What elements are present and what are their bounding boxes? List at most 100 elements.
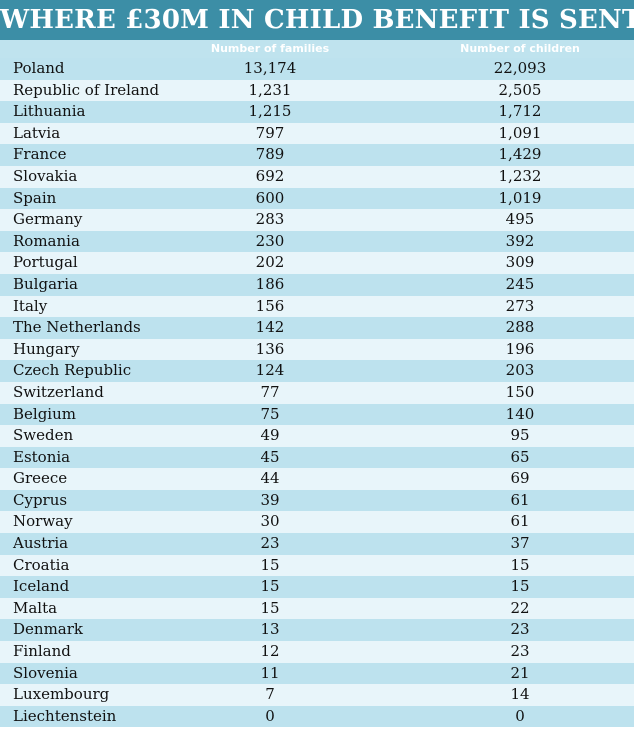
children-cell: 273 <box>505 296 535 315</box>
table-body: Poland 13,174 22,093 Republic of Ireland 1,2… <box>0 58 634 728</box>
children-cell: 140 <box>505 404 535 423</box>
table-row: Austria 23 37 <box>0 533 634 555</box>
families-cell: 136 <box>255 339 285 358</box>
children-cell: 1,429 <box>498 145 542 164</box>
families-cell: 44 <box>260 469 280 488</box>
children-cell: 1,091 <box>498 123 542 142</box>
table-row: Greece 44 69 <box>0 468 634 490</box>
table-row: Republic of Ireland 1,231 2,505 <box>0 79 634 102</box>
table-row: Portugal 202 309 <box>0 252 634 274</box>
table-row: Spain 600 1,019 <box>0 187 634 210</box>
country-cell: Spain <box>13 188 57 207</box>
families-cell: 13 <box>260 620 280 639</box>
families-cell: 49 <box>260 426 280 445</box>
country-cell: Latvia <box>13 123 61 142</box>
children-cell: 37 <box>510 534 530 553</box>
country-cell: Italy <box>13 296 48 315</box>
column-header-row: Number of families Number of children <box>0 40 634 58</box>
country-cell: Liechtenstein <box>13 706 117 725</box>
country-cell: Republic of Ireland <box>13 80 160 99</box>
table-row: Norway 30 61 <box>0 511 634 534</box>
children-cell: 1,232 <box>498 166 542 185</box>
children-cell: 14 <box>510 685 530 704</box>
families-cell: 797 <box>255 123 285 142</box>
families-cell: 0 <box>265 706 275 725</box>
families-cell: 15 <box>260 577 280 596</box>
table-row: Finland 12 23 <box>0 641 634 663</box>
table-row: Bulgaria 186 245 <box>0 273 634 296</box>
children-cell: 288 <box>505 318 535 337</box>
country-cell: Slovakia <box>13 166 78 185</box>
country-cell: Austria <box>13 534 69 553</box>
children-cell: 196 <box>505 339 535 358</box>
table-row: Latvia 797 1,091 <box>0 122 634 145</box>
children-cell: 392 <box>505 231 535 250</box>
families-cell: 11 <box>260 663 280 682</box>
country-cell: Portugal <box>13 253 78 272</box>
table-row: Romania 230 392 <box>0 230 634 253</box>
country-cell: Denmark <box>13 620 83 639</box>
table-row: Croatia 15 15 <box>0 554 634 577</box>
children-cell: 309 <box>505 253 535 272</box>
country-cell: Croatia <box>13 555 70 574</box>
children-cell: 61 <box>510 490 530 509</box>
children-cell: 23 <box>510 620 530 639</box>
table-row: Estonia 45 65 <box>0 446 634 469</box>
column-header-children: Number of children <box>460 42 580 55</box>
families-cell: 15 <box>260 598 280 617</box>
families-cell: 283 <box>255 210 285 229</box>
families-cell: 23 <box>260 534 280 553</box>
table-row: Switzerland 77 150 <box>0 381 634 404</box>
country-cell: Cyprus <box>13 490 68 509</box>
country-cell: Romania <box>13 231 80 250</box>
table-row: Belgium 75 140 <box>0 403 634 426</box>
families-cell: 30 <box>260 512 280 531</box>
country-cell: Finland <box>13 642 71 661</box>
families-cell: 12 <box>260 642 280 661</box>
table-row: Slovakia 692 1,232 <box>0 165 634 188</box>
children-cell: 203 <box>505 361 535 380</box>
country-cell: Malta <box>13 598 58 617</box>
families-cell: 156 <box>255 296 285 315</box>
country-cell: Germany <box>13 210 83 229</box>
country-cell: Sweden <box>13 426 74 445</box>
country-cell: Lithuania <box>13 102 86 121</box>
table-row: Iceland 15 15 <box>0 576 634 598</box>
table-row: Slovenia 11 21 <box>0 662 634 685</box>
country-cell: Norway <box>13 512 73 531</box>
country-cell: France <box>13 145 67 164</box>
families-cell: 789 <box>255 145 285 164</box>
children-cell: 22,093 <box>493 59 547 77</box>
country-cell: Bulgaria <box>13 274 78 293</box>
children-cell: 22 <box>510 598 530 617</box>
country-cell: Luxembourg <box>13 685 110 704</box>
table-row: France 789 1,429 <box>0 144 634 166</box>
families-cell: 1,215 <box>248 102 292 121</box>
children-cell: 0 <box>515 706 525 725</box>
families-cell: 600 <box>255 188 285 207</box>
children-cell: 245 <box>505 274 535 293</box>
children-cell: 1,019 <box>498 188 542 207</box>
country-cell: Switzerland <box>13 382 104 401</box>
families-cell: 692 <box>255 166 285 185</box>
table-row: Denmark 13 23 <box>0 619 634 642</box>
families-cell: 124 <box>255 361 285 380</box>
families-cell: 75 <box>260 404 280 423</box>
children-cell: 15 <box>510 555 530 574</box>
table-row: Luxembourg 7 14 <box>0 684 634 706</box>
table-row: Lithuania 1,215 1,712 <box>0 101 634 123</box>
children-cell: 21 <box>510 663 530 682</box>
children-cell: 2,505 <box>498 80 542 99</box>
families-cell: 1,231 <box>248 80 292 99</box>
country-cell: Poland <box>13 59 65 77</box>
families-cell: 39 <box>260 490 280 509</box>
country-cell: Estonia <box>13 447 71 466</box>
children-cell: 1,712 <box>498 102 542 121</box>
families-cell: 230 <box>255 231 285 250</box>
country-cell: Hungary <box>13 339 80 358</box>
table-row: Poland 13,174 22,093 <box>0 58 634 80</box>
country-cell: Slovenia <box>13 663 78 682</box>
table-row: Sweden 49 95 <box>0 425 634 447</box>
children-cell: 23 <box>510 642 530 661</box>
families-cell: 13,174 <box>243 59 297 77</box>
